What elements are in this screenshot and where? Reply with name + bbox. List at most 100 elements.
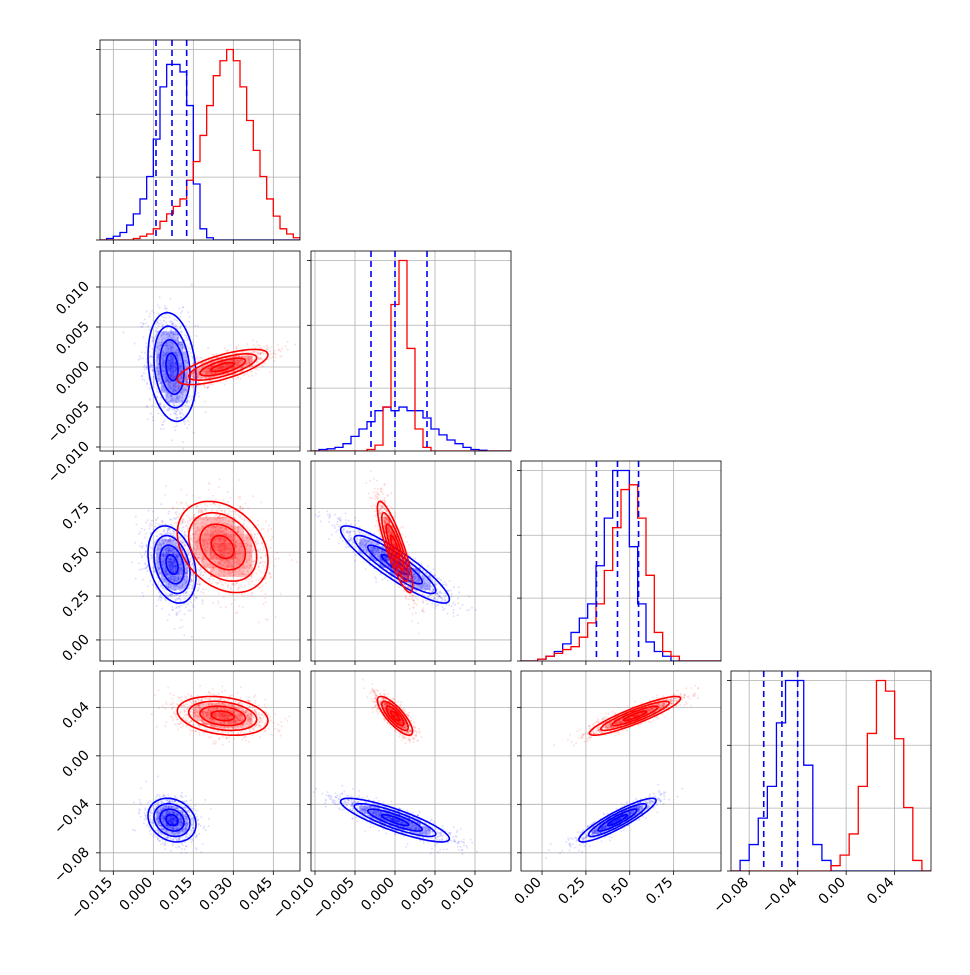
scatter-point: [185, 337, 187, 339]
scatter-point: [174, 628, 176, 630]
scatter-point: [184, 544, 186, 546]
scatter-point: [154, 386, 156, 388]
scatter-point: [150, 413, 152, 415]
scatter-point: [281, 355, 283, 357]
scatter-point: [141, 542, 143, 544]
scatter-point: [204, 572, 206, 574]
scatter-point: [165, 317, 167, 319]
panel-content: [100, 251, 306, 471]
scatter-point: [168, 593, 170, 595]
scatter-point: [198, 587, 200, 589]
scatter-point: [138, 533, 140, 535]
scatter-point: [260, 577, 262, 579]
scatter-point: [145, 346, 147, 348]
scatter-point: [165, 540, 167, 542]
scatter-point: [175, 376, 177, 378]
scatter-point: [247, 595, 249, 597]
density-block: [244, 356, 253, 359]
density-block: [174, 575, 179, 582]
y-tick-label: −0.010: [45, 439, 93, 487]
scatter-point: [229, 510, 231, 512]
scatter-point: [238, 587, 240, 589]
scatter-point: [180, 325, 182, 327]
scatter-point: [182, 306, 184, 308]
scatter-point: [262, 561, 264, 563]
scatter-point: [183, 594, 185, 596]
density-block: [161, 331, 166, 341]
scatter-point: [174, 319, 176, 321]
y-tick-marks: [96, 50, 100, 240]
scatter-point: [191, 588, 193, 590]
scatter-point: [212, 602, 214, 604]
scatter-point: [211, 582, 213, 584]
histogram-series-1: [311, 261, 511, 451]
scatter-point: [187, 603, 189, 605]
scatter-point: [155, 396, 157, 398]
scatter-point: [208, 580, 210, 582]
scatter-point: [268, 356, 270, 358]
scatter-point: [149, 313, 151, 315]
scatter-point: [123, 332, 125, 334]
scatter-point: [253, 351, 255, 353]
scatter-point: [207, 347, 209, 349]
scatter-point: [140, 322, 142, 324]
scatter-point: [169, 386, 171, 388]
scatter-point: [274, 350, 276, 352]
scatter-point: [187, 530, 189, 532]
scatter-point: [149, 528, 151, 530]
scatter-point: [177, 559, 179, 561]
scatter-point: [197, 325, 199, 327]
scatter-point: [164, 420, 166, 422]
scatter-point: [220, 510, 222, 512]
scatter-point: [160, 397, 162, 399]
scatter-point: [304, 330, 306, 332]
scatter-point: [248, 583, 250, 585]
density-block: [161, 352, 166, 362]
scatter-point: [151, 367, 153, 369]
scatter-point: [269, 577, 271, 579]
scatter-point: [146, 546, 148, 548]
scatter-point: [176, 409, 178, 411]
scatter-point: [185, 502, 187, 504]
scatter-point: [176, 425, 178, 427]
scatter-point: [260, 358, 262, 360]
scatter-point: [265, 582, 267, 584]
scatter-point: [257, 566, 259, 568]
scatter-point: [250, 371, 252, 373]
scatter-point: [196, 590, 198, 592]
scatter-point: [253, 564, 255, 566]
scatter-point: [190, 396, 192, 398]
scatter-point: [196, 335, 198, 337]
scatter-point: [190, 601, 192, 603]
scatter-point: [199, 583, 201, 585]
scatter-point: [212, 354, 214, 356]
scatter-point: [185, 606, 187, 608]
scatter-point: [182, 441, 184, 443]
y-tick-label: −0.005: [45, 399, 93, 447]
x-tick-marks: [315, 451, 475, 455]
scatter-point: [143, 366, 145, 368]
scatter-point: [142, 545, 144, 547]
scatter-point: [167, 530, 169, 532]
scatter-point: [224, 512, 226, 514]
scatter-point: [195, 567, 197, 569]
scatter-point: [243, 374, 245, 376]
scatter-point: [152, 584, 154, 586]
scatter-point: [195, 596, 197, 598]
scatter-point: [156, 391, 158, 393]
scatter-point: [146, 570, 148, 572]
scatter-point: [215, 581, 217, 583]
scatter-point: [174, 512, 176, 514]
scatter-point: [206, 505, 208, 507]
scatter-point: [225, 380, 227, 382]
scatter-point: [247, 581, 249, 583]
scatter-point: [232, 593, 234, 595]
scatter-point: [274, 357, 276, 359]
scatter-point: [161, 325, 163, 327]
scatter-point: [254, 534, 256, 536]
scatter-point: [164, 308, 166, 310]
scatter-point: [187, 378, 189, 380]
scatter-point: [191, 574, 193, 576]
scatter-point: [178, 607, 180, 609]
scatter-point: [219, 505, 221, 507]
